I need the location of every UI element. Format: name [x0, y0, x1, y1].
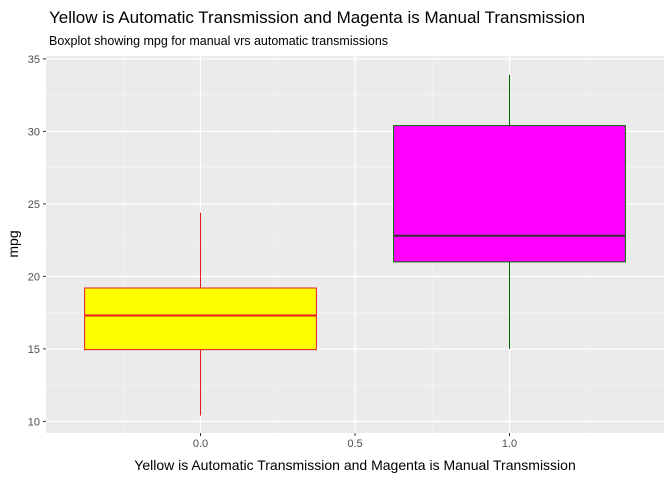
x-axis-title: Yellow is Automatic Transmission and Mag… — [134, 457, 575, 473]
y-tick-label: 15 — [28, 344, 40, 356]
y-tick-label: 20 — [28, 271, 40, 283]
x-tick-label: 0.0 — [193, 438, 208, 450]
y-tick-label: 30 — [28, 126, 40, 138]
box-group — [84, 212, 317, 416]
y-tick-label: 25 — [28, 199, 40, 211]
box-iqr — [393, 125, 626, 263]
box-iqr — [84, 287, 317, 351]
chart-title: Yellow is Automatic Transmission and Mag… — [49, 8, 585, 27]
box-group — [393, 74, 626, 349]
x-tick-label: 1.0 — [502, 438, 517, 450]
x-tick-label: 0.5 — [347, 438, 362, 450]
boxes-layer — [84, 74, 626, 416]
y-axis-title: mpg — [5, 230, 21, 257]
chart-subtitle: Boxplot showing mpg for manual vrs autom… — [49, 34, 388, 48]
y-tick-label: 10 — [28, 416, 40, 428]
y-tick-label: 35 — [28, 54, 40, 66]
axis-ticks: 0.0 0.5 1.0 10 15 20 25 30 35 — [28, 54, 517, 450]
